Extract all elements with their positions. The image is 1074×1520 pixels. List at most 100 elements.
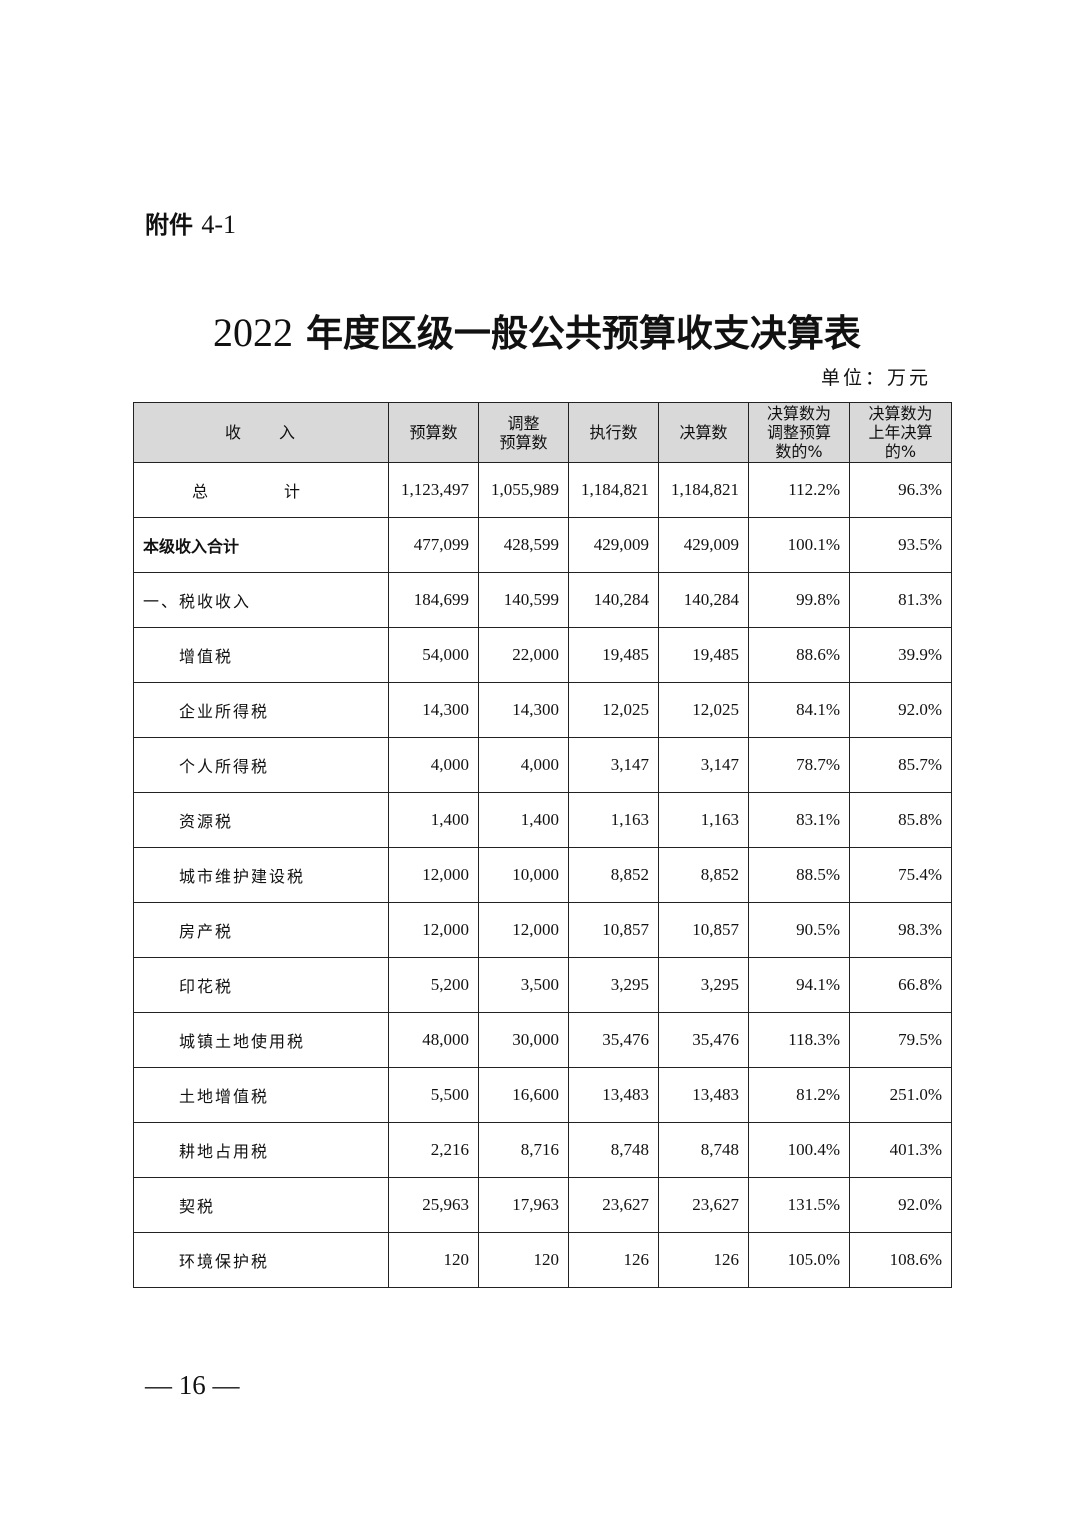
table-row: 个人所得税 4,000 4,000 3,147 3,147 78.7% 85.7%	[133, 737, 952, 793]
value-cell: 1,123,497	[388, 462, 479, 518]
value-cell: 251.0%	[849, 1067, 952, 1123]
value-cell: 78.7%	[748, 737, 850, 793]
value-cell: 84.1%	[748, 682, 850, 738]
value-cell: 30,000	[478, 1012, 569, 1068]
value-cell: 54,000	[388, 627, 479, 683]
row-label: 增值税	[133, 627, 389, 683]
value-cell: 428,599	[478, 517, 569, 573]
value-cell: 1,163	[658, 792, 749, 848]
value-cell: 23,627	[568, 1177, 659, 1233]
table-row: 耕地占用税 2,216 8,716 8,748 8,748 100.4% 401.3%	[133, 1122, 952, 1178]
value-cell: 19,485	[568, 627, 659, 683]
value-cell: 12,000	[478, 902, 569, 958]
value-cell: 22,000	[478, 627, 569, 683]
unit-label: 单位：万元	[820, 367, 931, 389]
value-cell: 3,295	[568, 957, 659, 1013]
row-label: 耕地占用税	[133, 1122, 389, 1178]
value-cell: 120	[478, 1232, 569, 1288]
row-label: 资源税	[133, 792, 389, 848]
row-label: 土地增值税	[133, 1067, 389, 1123]
column-header: 决算数	[658, 402, 749, 463]
value-cell: 126	[568, 1232, 659, 1288]
value-cell: 14,300	[478, 682, 569, 738]
value-cell: 23,627	[658, 1177, 749, 1233]
column-header: 执行数	[568, 402, 659, 463]
value-cell: 100.4%	[748, 1122, 850, 1178]
value-cell: 3,295	[658, 957, 749, 1013]
column-header: 预算数	[388, 402, 479, 463]
table-row: 契税 25,963 17,963 23,627 23,627 131.5% 92.0%	[133, 1177, 952, 1233]
value-cell: 79.5%	[849, 1012, 952, 1068]
value-cell: 100.1%	[748, 517, 850, 573]
value-cell: 1,400	[478, 792, 569, 848]
value-cell: 120	[388, 1232, 479, 1288]
row-label: 契税	[133, 1177, 389, 1233]
row-label: 城市维护建设税	[133, 847, 389, 903]
value-cell: 83.1%	[748, 792, 850, 848]
value-cell: 1,163	[568, 792, 659, 848]
table-row: 总 计 1,123,497 1,055,989 1,184,821 1,184,821 1…	[133, 462, 952, 518]
value-cell: 81.3%	[849, 572, 952, 628]
value-cell: 108.6%	[849, 1232, 952, 1288]
value-cell: 96.3%	[849, 462, 952, 518]
value-cell: 88.5%	[748, 847, 850, 903]
value-cell: 5,200	[388, 957, 479, 1013]
table-row: 印花税 5,200 3,500 3,295 3,295 94.1% 66.8%	[133, 957, 952, 1013]
value-cell: 92.0%	[849, 1177, 952, 1233]
value-cell: 3,147	[568, 737, 659, 793]
value-cell: 2,216	[388, 1122, 479, 1178]
value-cell: 118.3%	[748, 1012, 850, 1068]
value-cell: 12,025	[658, 682, 749, 738]
value-cell: 85.7%	[849, 737, 952, 793]
value-cell: 184,699	[388, 572, 479, 628]
attachment-number: 4-1	[201, 210, 237, 239]
value-cell: 13,483	[568, 1067, 659, 1123]
value-cell: 93.5%	[849, 517, 952, 573]
column-header: 调整 预算数	[478, 402, 569, 463]
value-cell: 8,716	[478, 1122, 569, 1178]
value-cell: 477,099	[388, 517, 479, 573]
row-label: 个人所得税	[133, 737, 389, 793]
value-cell: 429,009	[568, 517, 659, 573]
value-cell: 105.0%	[748, 1232, 850, 1288]
row-label: 印花税	[133, 957, 389, 1013]
value-cell: 66.8%	[849, 957, 952, 1013]
attachment-prefix: 附件	[145, 211, 193, 239]
table-row: 增值税 54,000 22,000 19,485 19,485 88.6% 39.9%	[133, 627, 952, 683]
value-cell: 90.5%	[748, 902, 850, 958]
value-cell: 85.8%	[849, 792, 952, 848]
table-row: 环境保护税 120 120 126 126 105.0% 108.6%	[133, 1232, 952, 1288]
column-header: 决算数为 调整预算 数的%	[748, 402, 850, 463]
page-title: 2022 年度区级一般公共预算收支决算表	[0, 303, 1074, 357]
value-cell: 131.5%	[748, 1177, 850, 1233]
value-cell: 19,485	[658, 627, 749, 683]
value-cell: 39.9%	[849, 627, 952, 683]
value-cell: 10,857	[568, 902, 659, 958]
value-cell: 75.4%	[849, 847, 952, 903]
value-cell: 4,000	[388, 737, 479, 793]
value-cell: 126	[658, 1232, 749, 1288]
value-cell: 81.2%	[748, 1067, 850, 1123]
value-cell: 8,748	[658, 1122, 749, 1178]
value-cell: 8,852	[658, 847, 749, 903]
title-year: 2022	[213, 310, 294, 355]
row-label: 城镇土地使用税	[133, 1012, 389, 1068]
value-cell: 401.3%	[849, 1122, 952, 1178]
value-cell: 112.2%	[748, 462, 850, 518]
value-cell: 13,483	[658, 1067, 749, 1123]
value-cell: 35,476	[658, 1012, 749, 1068]
value-cell: 14,300	[388, 682, 479, 738]
value-cell: 1,184,821	[568, 462, 659, 518]
value-cell: 429,009	[658, 517, 749, 573]
table-row: 城市维护建设税 12,000 10,000 8,852 8,852 88.5% 75.4%	[133, 847, 952, 903]
value-cell: 10,857	[658, 902, 749, 958]
attachment-label: 附件 4-1	[145, 205, 236, 240]
value-cell: 140,284	[658, 572, 749, 628]
column-header: 决算数为 上年决算 的%	[849, 402, 952, 463]
value-cell: 3,147	[658, 737, 749, 793]
value-cell: 48,000	[388, 1012, 479, 1068]
table-row: 资源税 1,400 1,400 1,163 1,163 83.1% 85.8%	[133, 792, 952, 848]
table-row: 一、税收收入 184,699 140,599 140,284 140,284 99.8% 8…	[133, 572, 952, 628]
value-cell: 16,600	[478, 1067, 569, 1123]
value-cell: 10,000	[478, 847, 569, 903]
